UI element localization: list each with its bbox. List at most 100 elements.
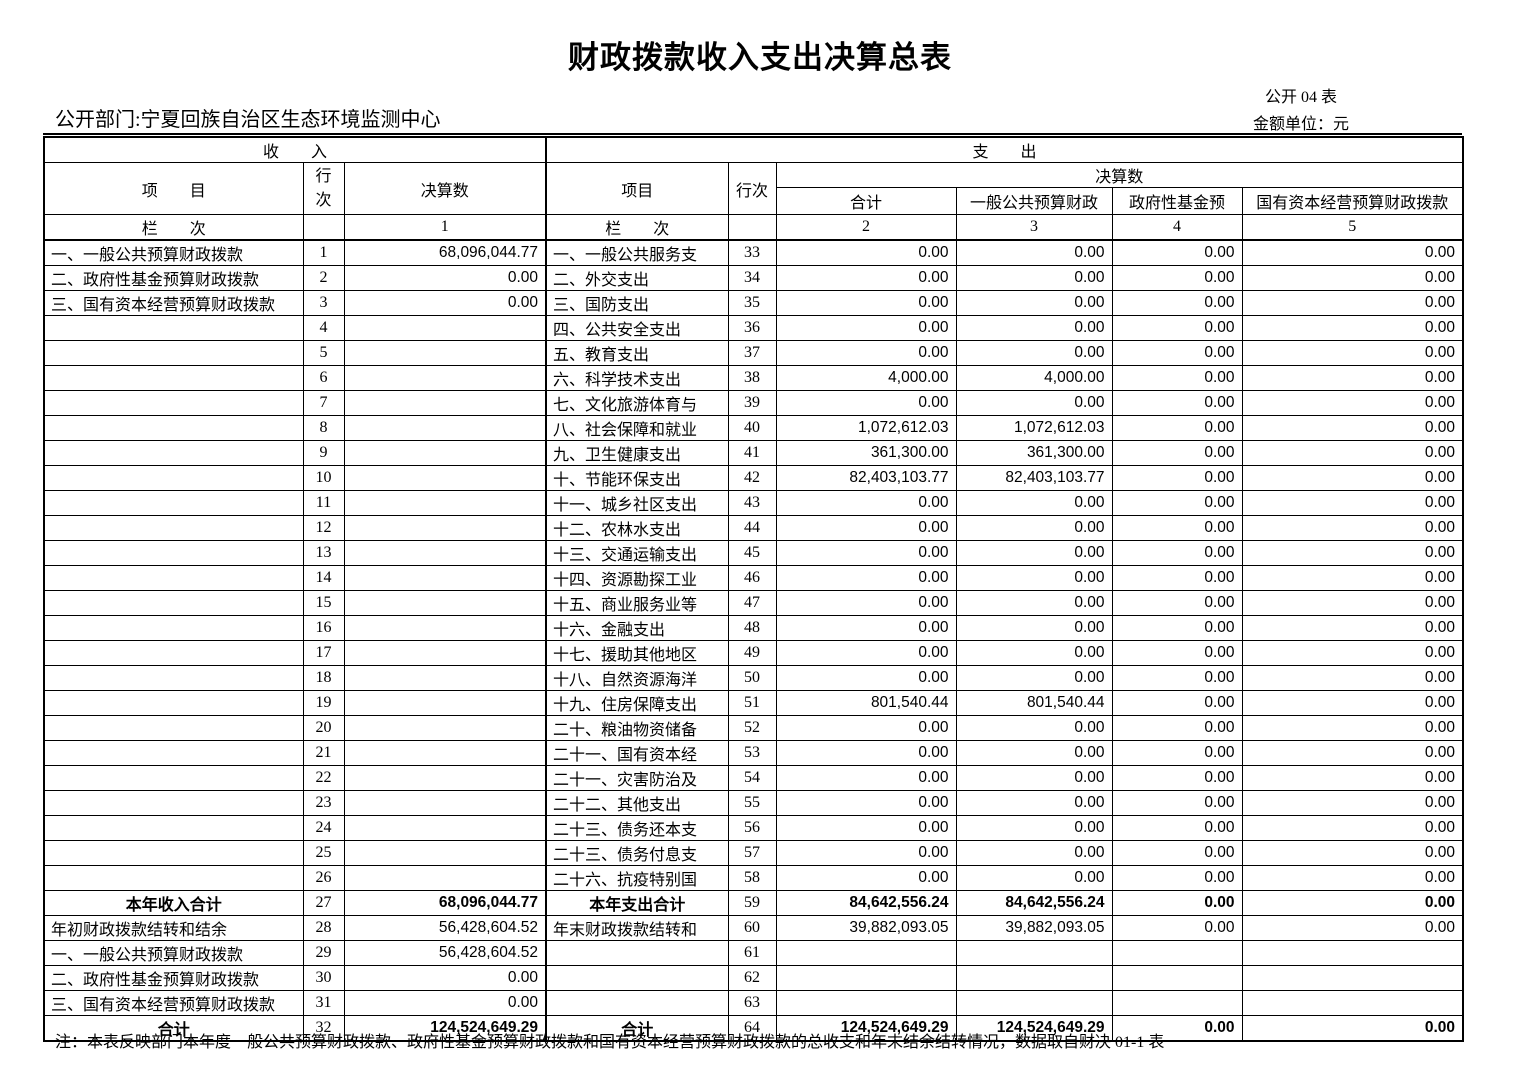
table-row: 26 二十六、抗疫特别国 58 0.00 0.00 0.00 0.00 (43, 865, 1464, 891)
expense-general-cell: 82,403,103.77 (955, 465, 1113, 491)
expense-line-cell: 37 (727, 340, 777, 366)
income-value-cell (343, 790, 547, 816)
expense-total-cell: 0.00 (775, 665, 957, 691)
income-item-cell (43, 565, 304, 591)
income-item-header: 项 目 (43, 162, 304, 215)
expense-item-cell: 九、卫生健康支出 (545, 440, 729, 466)
expense-item-cell: 二十六、抗疫特别国 (545, 865, 729, 891)
expense-fund-cell: 0.00 (1111, 565, 1243, 591)
expense-item-cell: 二十三、债务付息支 (545, 840, 729, 866)
expense-item-cell: 三、国防支出 (545, 290, 729, 316)
expense-capital-cell: 0.00 (1241, 865, 1464, 891)
income-value-cell (343, 865, 547, 891)
expense-capital-cell: 0.00 (1241, 390, 1464, 416)
expense-item-cell: 六、科学技术支出 (545, 365, 729, 391)
table-row: 一、一般公共预算财政拨款 1 68,096,044.77 一、一般公共服务支 33 0.0… (43, 239, 1464, 266)
column-header-row-2: 合计 一般公共预算财政 政府性基金预 国有资本经营预算财政拨款 (44, 187, 1464, 215)
table-row: 年初财政拨款结转和结余 28 56,428,604.52 年末财政拨款结转和 60 39,… (43, 915, 1464, 941)
expense-general-cell: 0.00 (955, 239, 1113, 266)
table-row: 一、一般公共预算财政拨款 29 56,428,604.52 61 (43, 940, 1464, 966)
income-item-cell (43, 865, 304, 891)
income-item-cell: 一、一般公共预算财政拨款 (43, 239, 304, 266)
expense-general-budget-header: 一般公共预算财政 (955, 187, 1113, 215)
income-value-cell (343, 365, 547, 391)
income-item-cell (43, 765, 304, 791)
income-line-cell: 10 (302, 465, 345, 491)
expense-line-cell: 39 (727, 390, 777, 416)
expense-item-cell: 十、节能环保支出 (545, 465, 729, 491)
expense-line-cell: 51 (727, 690, 777, 716)
expense-capital-cell: 0.00 (1241, 615, 1464, 641)
income-line-cell: 7 (302, 390, 345, 416)
expense-general-cell: 0.00 (955, 590, 1113, 616)
expense-section-header: 支 出 (545, 136, 1464, 163)
table-row: 二、政府性基金预算财政拨款 30 0.00 62 (43, 965, 1464, 991)
expense-total-cell: 82,403,103.77 (775, 465, 957, 491)
income-value-cell: 0.00 (343, 965, 547, 991)
expense-fund-cell: 0.00 (1111, 490, 1243, 516)
expense-line-cell: 57 (727, 840, 777, 866)
income-value-cell (343, 490, 547, 516)
column-number-5: 5 (1241, 214, 1464, 241)
expense-item-cell: 十二、农林水支出 (545, 515, 729, 541)
expense-total-header: 合计 (775, 187, 957, 215)
column-number-4: 4 (1111, 214, 1243, 241)
expense-fund-cell: 0.00 (1111, 1015, 1243, 1042)
income-value-cell (343, 540, 547, 566)
income-value-cell: 124,524,649.29 (343, 1015, 547, 1042)
expense-total-cell: 0.00 (775, 515, 957, 541)
income-line-cell: 26 (302, 865, 345, 891)
expense-item-cell: 八、社会保障和就业 (545, 415, 729, 441)
expense-general-cell: 0.00 (955, 340, 1113, 366)
expense-fund-cell: 0.00 (1111, 640, 1243, 666)
expense-line-cell: 49 (727, 640, 777, 666)
income-line-cell: 6 (302, 365, 345, 391)
expense-item-cell: 十六、金融支出 (545, 615, 729, 641)
expense-capital-cell: 0.00 (1241, 1015, 1464, 1042)
income-item-cell (43, 315, 304, 341)
income-line-cell: 31 (302, 990, 345, 1016)
income-value-cell (343, 715, 547, 741)
table-row: 11 十一、城乡社区支出 43 0.00 0.00 0.00 0.00 (43, 490, 1464, 516)
expense-total-cell: 0.00 (775, 239, 957, 266)
expense-fund-cell: 0.00 (1111, 340, 1243, 366)
expense-item-header: 项目 (545, 162, 729, 215)
expense-general-cell: 0.00 (955, 265, 1113, 291)
expense-item-cell: 十八、自然资源海洋 (545, 665, 729, 691)
income-lanci-blank (302, 214, 345, 241)
expense-item-cell: 七、文化旅游体育与 (545, 390, 729, 416)
expense-capital-cell: 0.00 (1241, 565, 1464, 591)
expense-fund-cell: 0.00 (1111, 515, 1243, 541)
expense-general-cell: 801,540.44 (955, 690, 1113, 716)
income-value-cell: 68,096,044.77 (343, 890, 547, 916)
income-line-cell: 15 (302, 590, 345, 616)
income-line-cell: 5 (302, 340, 345, 366)
expense-item-cell: 四、公共安全支出 (545, 315, 729, 341)
expense-total-cell: 0.00 (775, 640, 957, 666)
income-line-cell: 25 (302, 840, 345, 866)
expense-total-cell: 0.00 (775, 790, 957, 816)
income-item-cell (43, 365, 304, 391)
expense-capital-cell: 0.00 (1241, 690, 1464, 716)
income-line-cell: 29 (302, 940, 345, 966)
table-row: 三、国有资本经营预算财政拨款 31 0.00 63 (43, 990, 1464, 1016)
table-code: 公开 04 表 (1265, 89, 1338, 106)
income-item-cell: 三、国有资本经营预算财政拨款 (43, 990, 304, 1016)
expense-gov-fund-header: 政府性基金预 (1111, 187, 1243, 215)
expense-general-cell: 84,642,556.24 (955, 890, 1113, 916)
expense-line-cell: 48 (727, 615, 777, 641)
income-line-header-char2: 次 (315, 191, 332, 209)
table-row: 二、政府性基金预算财政拨款 2 0.00 二、外交支出 34 0.00 0.00 0.00 0.… (43, 265, 1464, 291)
expense-line-cell: 64 (727, 1015, 777, 1042)
income-item-cell (43, 665, 304, 691)
expense-lanci-label: 栏 次 (545, 214, 729, 241)
expense-fund-cell (1111, 965, 1243, 991)
table-row: 合计 32 124,524,649.29 合计 64 124,524,649.29 124,… (43, 1015, 1464, 1042)
expense-line-cell: 61 (727, 940, 777, 966)
income-line-cell: 3 (302, 290, 345, 316)
expense-item-cell: 十一、城乡社区支出 (545, 490, 729, 516)
expense-item-cell: 二十一、国有资本经 (545, 740, 729, 766)
expense-fund-cell: 0.00 (1111, 890, 1243, 916)
expense-total-cell: 0.00 (775, 590, 957, 616)
expense-capital-cell: 0.00 (1241, 640, 1464, 666)
